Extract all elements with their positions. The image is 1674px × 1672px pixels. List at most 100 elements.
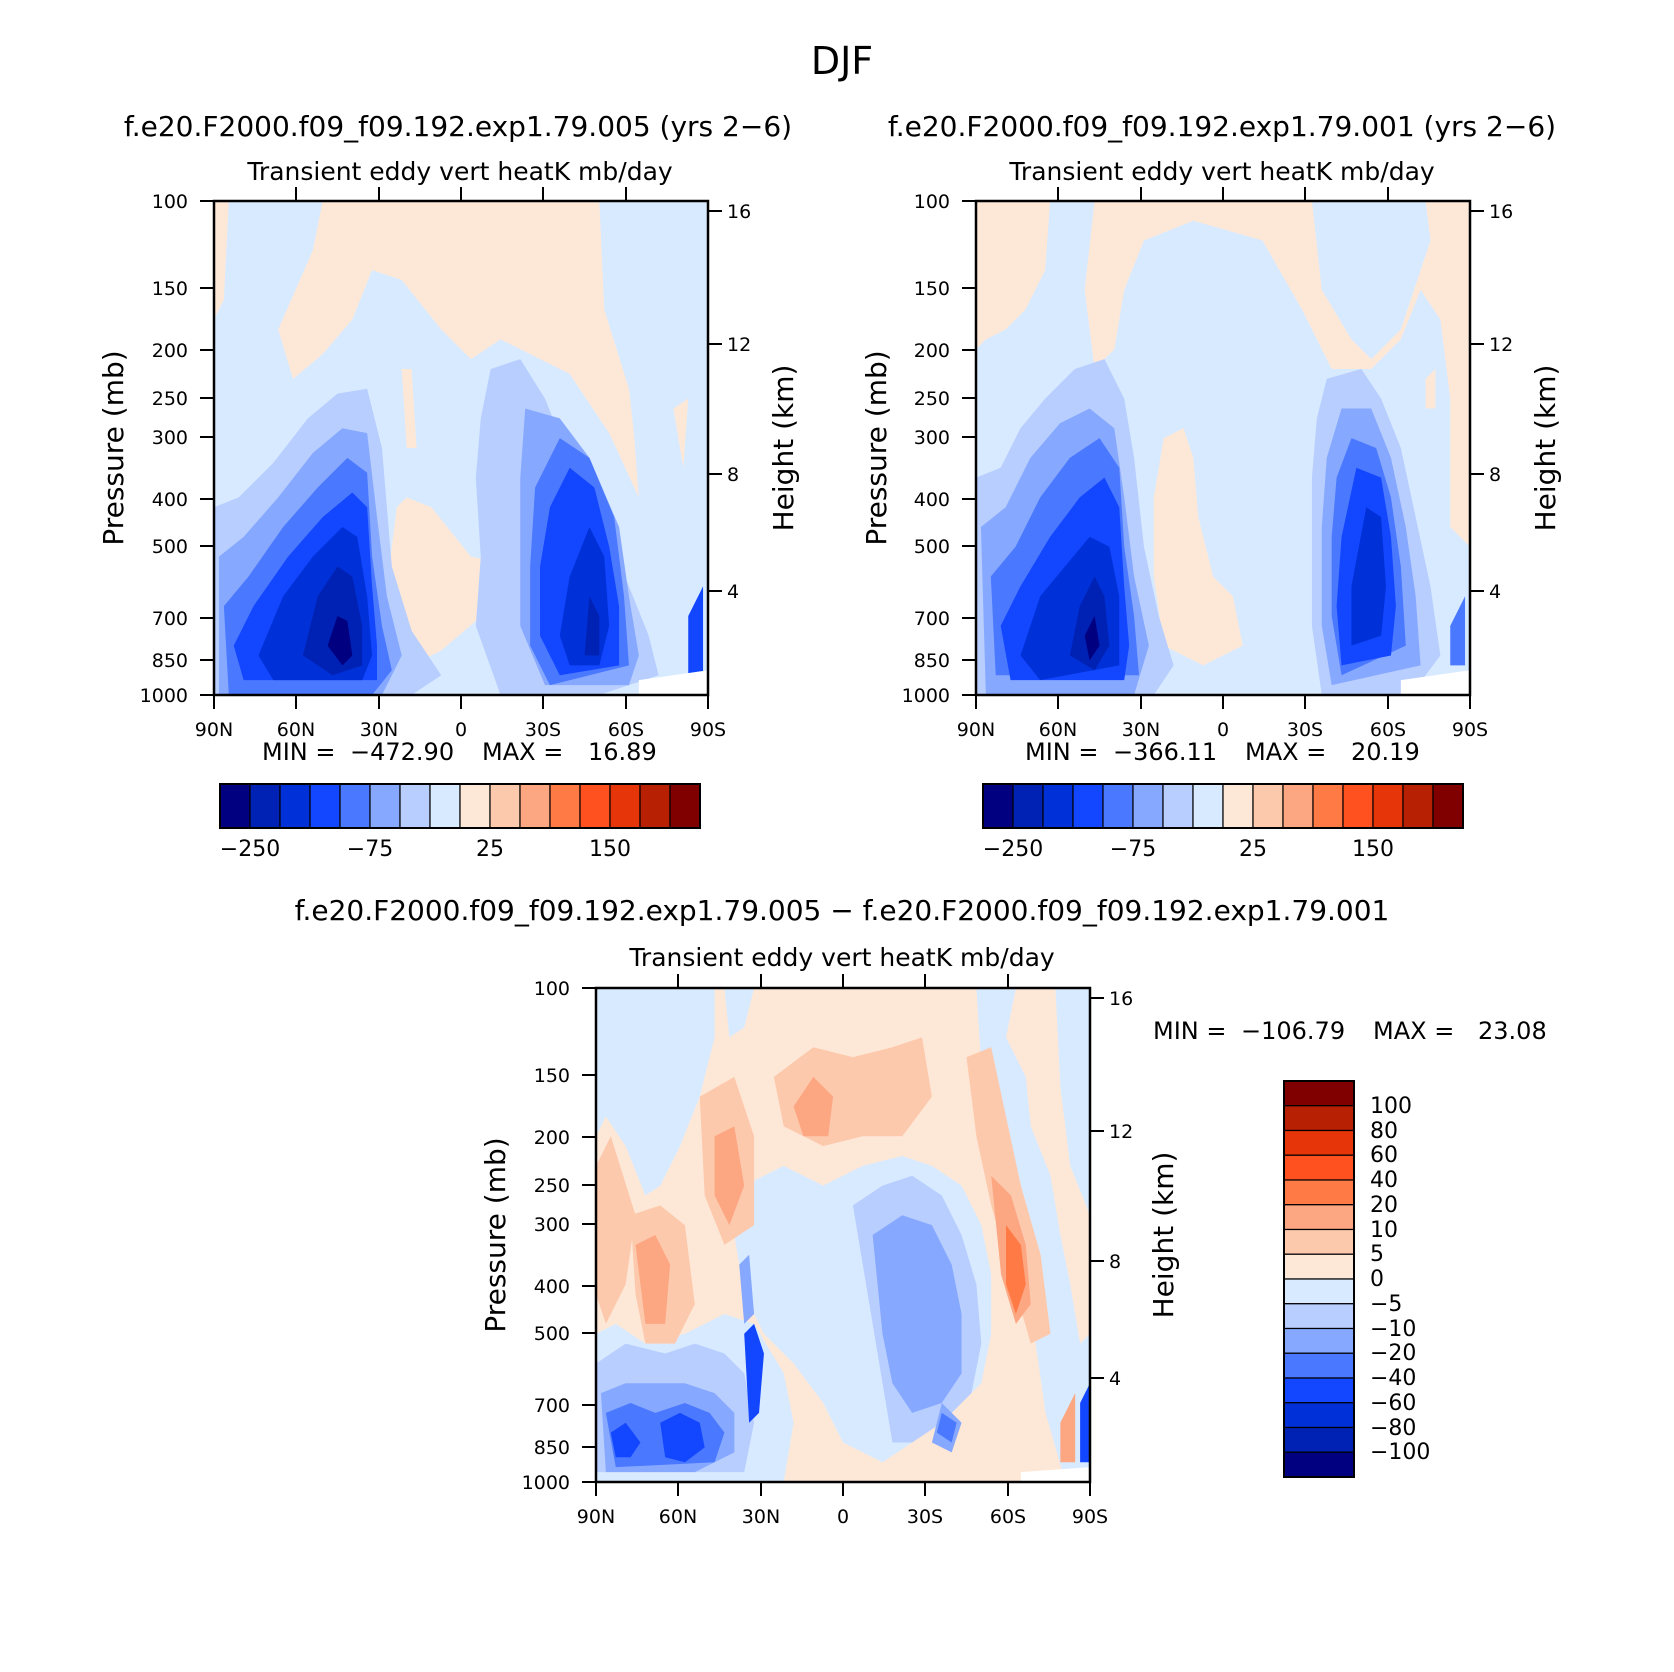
positive-blob (1153, 428, 1243, 666)
height-tick-labels: 16 12 8 4 (1489, 201, 1513, 603)
colorbar-swatch (1283, 1327, 1355, 1354)
colorbar-swatch (639, 783, 671, 829)
y-tick-label: 200 (152, 340, 188, 362)
y-tick-labels: 100 150 200 250 300 400 500 700 850 1000 (902, 191, 950, 707)
colorbar-swatch (1012, 783, 1044, 829)
colorbar-labels: −250 −75 25 150 (220, 837, 631, 862)
heatmap-plot (214, 201, 708, 695)
height-ticks (708, 210, 722, 592)
y-tick-label: 200 (914, 340, 950, 362)
stats-max-label: MAX = (1245, 738, 1326, 766)
height-tick-label: 4 (727, 581, 739, 603)
colorbar-swatch (1342, 783, 1374, 829)
x-tick-label: 60S (1370, 719, 1406, 741)
stats-min-label: MIN = (1025, 738, 1098, 766)
y-tick-labels: 100 150 200 250 300 400 500 700 850 1000 (522, 978, 570, 1494)
pole-white (1400, 670, 1470, 695)
x-tick-label: 30N (360, 719, 398, 741)
colorbar-label: 80 (1370, 1119, 1398, 1144)
panel-plot-title: Transient eddy vert heatK mb/day (1008, 157, 1435, 186)
x-ticks (595, 974, 1091, 1496)
heatmap-plot (976, 201, 1470, 695)
colorbar-label: −250 (983, 837, 1043, 862)
stats-min-value: −106.79 (1241, 1017, 1345, 1045)
colorbar-swatch (579, 783, 611, 829)
x-tick-label: 30S (907, 1506, 943, 1528)
height-tick-label: 4 (1489, 581, 1501, 603)
x-tick-labels: 90N 60N 30N 0 30S 60S 90S (577, 1506, 1108, 1528)
x-tick-labels: 90N 60N 30N 0 30S 60S 90S (195, 719, 726, 741)
y-tick-label: 400 (152, 489, 188, 511)
sh-band-6 (584, 596, 600, 656)
colorbar-label: −5 (1370, 1292, 1402, 1317)
y-tick-label: 150 (152, 278, 188, 300)
colorbar-label: −75 (1110, 837, 1156, 862)
pos-band-3 (1006, 1225, 1026, 1315)
neg-left-4b (660, 1412, 705, 1463)
colorbar-swatch (1432, 783, 1464, 829)
y-axis-right-label: Height (km) (1147, 1152, 1180, 1319)
colorbar-swatch (339, 783, 371, 829)
colorbar-label: 25 (1239, 837, 1267, 862)
colorbar-frame (1283, 1080, 1355, 1478)
pos-band-2b (714, 1126, 745, 1226)
colorbar-swatch (1283, 1426, 1355, 1453)
sh-band-5 (1351, 507, 1387, 646)
colorbar-label: 40 (1370, 1168, 1398, 1193)
y-tick-label: 1000 (522, 1472, 570, 1494)
colorbar-label: −75 (347, 837, 393, 862)
y-ticks (962, 200, 976, 696)
colorbar-label: 60 (1370, 1143, 1398, 1168)
height-tick-label: 16 (727, 201, 751, 223)
heatmap-plot (596, 988, 1090, 1482)
colorbar-swatch (1132, 783, 1164, 829)
colorbar-swatch (1283, 1154, 1355, 1181)
height-tick-label: 12 (1109, 1121, 1133, 1143)
nh-band-7 (327, 615, 353, 666)
colorbar-label: 20 (1370, 1193, 1398, 1218)
neg-band-2 (872, 1215, 962, 1413)
x-tick-label: 60S (608, 719, 644, 741)
colorbar-label: 150 (589, 837, 631, 862)
y-tick-label: 500 (534, 1323, 570, 1345)
colorbar-swatch (1222, 783, 1254, 829)
colorbar-swatch (1283, 1129, 1355, 1156)
colorbar (219, 783, 701, 829)
neg-pole (1080, 1383, 1090, 1463)
panel-case-title: f.e20.F2000.f09_f09.192.exp1.79.005 − f.… (295, 894, 1390, 927)
height-tick-label: 8 (1109, 1251, 1121, 1273)
colorbar-swatch (1283, 1080, 1355, 1107)
x-ticks (213, 187, 709, 709)
x-tick-label: 90S (690, 719, 726, 741)
x-tick-label: 90S (1452, 719, 1488, 741)
colorbar-swatch (1252, 783, 1284, 829)
y-tick-label: 700 (914, 608, 950, 630)
colorbar-swatch (1283, 1228, 1355, 1255)
colorbar-label: 10 (1370, 1218, 1398, 1243)
stats-min-label: MIN = (262, 738, 335, 766)
y-ticks (200, 200, 214, 696)
y-tick-label: 250 (152, 388, 188, 410)
x-tick-label: 30N (742, 1506, 780, 1528)
stats-min-value: −366.11 (1113, 738, 1217, 766)
colorbar-swatch (1283, 1105, 1355, 1132)
colorbar-swatch (1283, 1204, 1355, 1231)
colorbar-label: 100 (1370, 1094, 1412, 1119)
colorbar-swatch (1102, 783, 1134, 829)
x-tick-label: 60N (659, 1506, 697, 1528)
colorbar-swatch (219, 783, 251, 829)
colorbar-swatch (1282, 783, 1314, 829)
colorbar-swatch (549, 783, 581, 829)
colorbar-swatch (1283, 1278, 1355, 1305)
colorbar-swatch (982, 783, 1014, 829)
colorbar-swatch (1283, 1377, 1355, 1404)
upper-positive-region (278, 201, 639, 498)
colorbar-labels: 100 80 60 40 20 10 5 0 −5 −10 −20 −40 −6… (1370, 1094, 1430, 1465)
colorbar-swatch (519, 783, 551, 829)
panel-top-right: f.e20.F2000.f09_f09.192.exp1.79.001 (yrs… (860, 110, 1562, 862)
y-tick-label: 1000 (140, 685, 188, 707)
colorbar-swatch (1283, 1303, 1355, 1330)
y-axis-label: Pressure (mb) (97, 350, 130, 545)
colorbar-swatch (1192, 783, 1224, 829)
colorbar-swatch (1042, 783, 1074, 829)
